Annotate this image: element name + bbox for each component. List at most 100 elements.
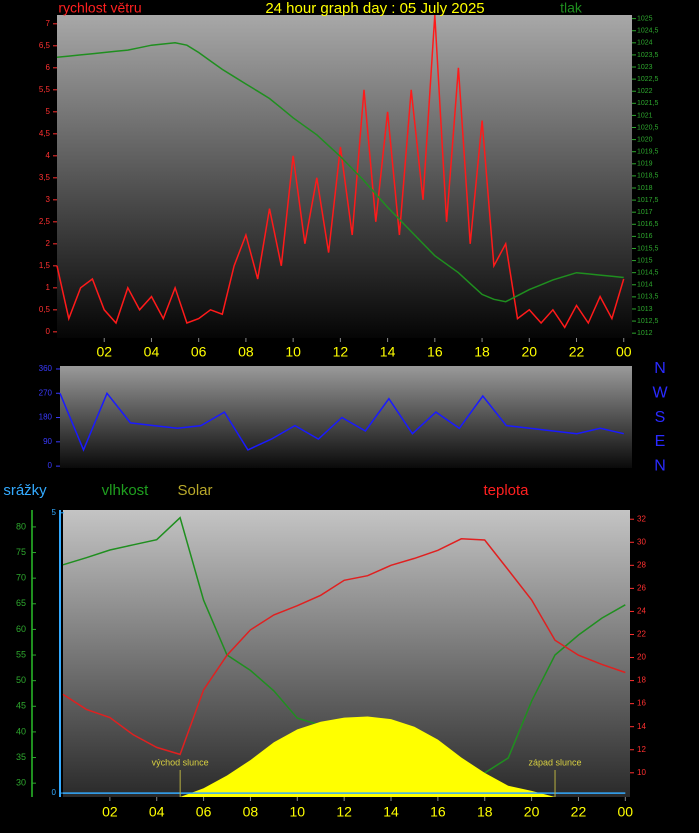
y2-tick-label: 1021 — [637, 112, 653, 119]
y-tick-label: 3,5 — [39, 173, 51, 182]
y2-tick-label: 1019 — [637, 161, 653, 168]
legend-label: rychlost větru — [58, 0, 141, 16]
y2-tick-label: 14 — [637, 722, 646, 731]
y-tick-label: 3 — [46, 195, 51, 204]
y2-tick-label: 1013,5 — [637, 294, 659, 301]
y3-tick-label: 0 — [52, 788, 57, 797]
y2-tick-label: 1016 — [637, 233, 653, 240]
y-tick-label: 55 — [16, 649, 26, 659]
x-tick-label: 06 — [191, 344, 207, 360]
line — [59, 391, 624, 452]
x-tick-label: 00 — [616, 344, 632, 360]
y2-tick-label: S — [655, 409, 666, 426]
y2-tick-label: 1024,5 — [637, 28, 659, 35]
legend-label: Solar — [177, 482, 212, 499]
y2-tick-label: 1018,5 — [637, 173, 659, 180]
y2-tick-label: 1020,5 — [637, 124, 659, 131]
y2-tick-label: 1023 — [637, 64, 653, 71]
y2-tick-label: 24 — [637, 607, 646, 616]
y2-tick-label: 1022,5 — [637, 76, 659, 83]
y-tick-label: 360 — [39, 364, 53, 373]
y-tick-label: 75 — [16, 547, 26, 557]
x-tick-label: 12 — [336, 804, 352, 820]
y2-tick-label: 28 — [637, 560, 646, 569]
y-tick-label: 7 — [46, 19, 51, 28]
x-tick-label: 10 — [285, 344, 301, 360]
y2-tick-label: 1023,5 — [637, 52, 659, 59]
y2-tick-label: 32 — [637, 514, 646, 523]
y-tick-label: 4 — [46, 151, 51, 160]
y2-tick-label: 30 — [637, 537, 646, 546]
y-tick-label: 4,5 — [39, 129, 51, 138]
x-tick-label: 02 — [96, 344, 112, 360]
y2-tick-label: 16 — [637, 699, 646, 708]
y2-tick-label: W — [652, 384, 668, 401]
area — [63, 716, 626, 797]
x-tick-label: 20 — [521, 344, 537, 360]
line — [62, 538, 626, 756]
y2-tick-label: N — [654, 360, 666, 377]
panel-direction — [60, 366, 632, 468]
y-tick-label: 70 — [16, 573, 26, 583]
y-tick-label: 2 — [46, 239, 51, 248]
x-tick-label: 06 — [196, 804, 212, 820]
y2-tick-label: 1014,5 — [637, 270, 659, 277]
y-tick-label: 30 — [16, 778, 26, 788]
y2-tick-label: 1013 — [637, 306, 653, 313]
y2-tick-label: 1021,5 — [637, 100, 659, 107]
y-tick-label: 2,5 — [39, 217, 51, 226]
y-tick-label: 6 — [46, 63, 51, 72]
y2-tick-label: 1015 — [637, 257, 653, 264]
legend-label: srážky — [3, 482, 47, 499]
x-tick-label: 18 — [477, 804, 493, 820]
y2-tick-label: 1024 — [637, 40, 653, 47]
y-tick-label: 90 — [43, 437, 52, 446]
y2-tick-label: 26 — [637, 583, 646, 592]
x-tick-label: 16 — [430, 804, 446, 820]
x-tick-label: 10 — [290, 804, 306, 820]
y2-tick-label: 1017 — [637, 209, 653, 216]
y2-tick-label: 1020 — [637, 136, 653, 143]
x-tick-label: 08 — [238, 344, 254, 360]
x-tick-label: 04 — [149, 804, 165, 820]
line — [56, 42, 624, 303]
y-tick-label: 5,5 — [39, 85, 51, 94]
y2-tick-label: 18 — [637, 676, 646, 685]
x-tick-label: 08 — [243, 804, 259, 820]
y-tick-label: 35 — [16, 752, 26, 762]
y2-tick-label: 10 — [637, 768, 646, 777]
x-tick-label: 12 — [333, 344, 349, 360]
y2-tick-label: 1012,5 — [637, 318, 659, 325]
x-tick-label: 16 — [427, 344, 443, 360]
legend-label: tlak — [560, 0, 583, 16]
y2-tick-label: 1025 — [637, 15, 653, 22]
y2-tick-label: N — [654, 457, 666, 474]
y-tick-label: 45 — [16, 701, 26, 711]
line — [56, 14, 625, 329]
y-tick-label: 1 — [46, 283, 51, 292]
y-tick-label: 180 — [39, 413, 53, 422]
x-tick-label: 14 — [380, 344, 396, 360]
y2-tick-label: 1016,5 — [637, 221, 659, 228]
legend-label: teplota — [483, 482, 529, 499]
y-tick-label: 6,5 — [39, 41, 51, 50]
y2-tick-label: 12 — [637, 745, 646, 754]
x-tick-label: 22 — [571, 804, 587, 820]
y-tick-label: 80 — [16, 521, 26, 531]
chart-title: 24 hour graph day : 05 July 2025 — [265, 0, 484, 17]
y-tick-label: 1,5 — [39, 261, 51, 270]
x-tick-label: 14 — [383, 804, 399, 820]
x-tick-label: 22 — [569, 344, 585, 360]
y2-tick-label: 20 — [637, 653, 646, 662]
y2-tick-label: 1022 — [637, 88, 653, 95]
y-tick-label: 60 — [16, 624, 26, 634]
legend-label: vlhkost — [102, 482, 150, 499]
y2-tick-label: 1018 — [637, 185, 653, 192]
y-tick-label: 0 — [46, 327, 51, 336]
y-tick-label: 65 — [16, 598, 26, 608]
y-tick-label: 50 — [16, 675, 26, 685]
y2-tick-label: 1017,5 — [637, 197, 659, 204]
y2-tick-label: 22 — [637, 630, 646, 639]
